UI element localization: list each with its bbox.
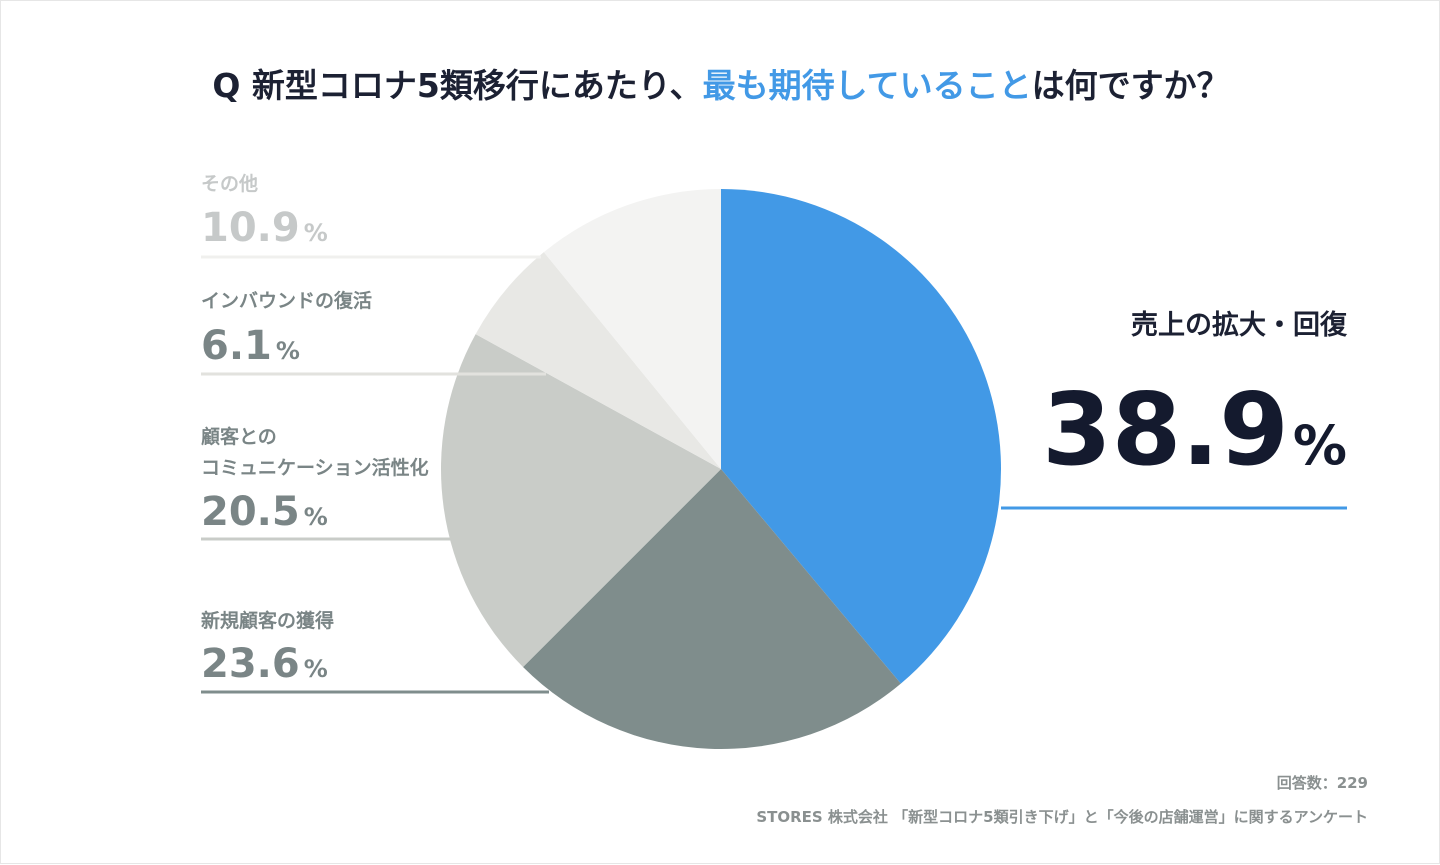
pie-slice-1 [523, 469, 901, 750]
leader-lines [201, 255, 1347, 694]
pie-slice-4 [543, 189, 721, 469]
slice-label-0: 売上の拡大・回復 [1131, 309, 1348, 341]
pie-slice-2 [440, 334, 721, 667]
title-suffix: は何ですか？ [1032, 66, 1230, 105]
pie-slice-3 [475, 252, 721, 469]
slice-label-3: インバウンドの復活 [201, 289, 372, 312]
slice-label-2-line-0: 顧客との [201, 425, 277, 448]
source-note: STORES 株式会社 「新型コロナ5類引き下げ」と「今後の店舗運営」に関するア… [756, 808, 1368, 826]
slice-value-4: 10.9% [201, 205, 328, 251]
title-prefix: Q 新型コロナ5類移行にあたり、 [212, 66, 702, 105]
slice-value-2: 20.5% [201, 489, 328, 535]
slice-value-0: 38.9% [1042, 371, 1347, 488]
pie-slices [440, 189, 1002, 750]
slice-value-3: 6.1% [201, 323, 300, 369]
chart-title: Q 新型コロナ5類移行にあたり、最も期待していることは何ですか？ [212, 66, 1229, 105]
slice-label-2-line-1: コミュニケーション活性化 [201, 456, 429, 479]
respondents-note: 回答数：229 [1277, 774, 1368, 792]
slice-labels: 売上の拡大・回復 38.9% 新規顧客の獲得 23.6 % 顧客とのコミュニケーション活性… [201, 172, 1348, 687]
title-highlight: 最も期待していること [703, 66, 1032, 105]
slice-label-1: 新規顧客の獲得 [201, 609, 334, 632]
slice-value-1: 23.6% [201, 641, 328, 687]
pie-slice-0 [721, 189, 1002, 684]
slice-label-4: その他 [201, 172, 258, 195]
